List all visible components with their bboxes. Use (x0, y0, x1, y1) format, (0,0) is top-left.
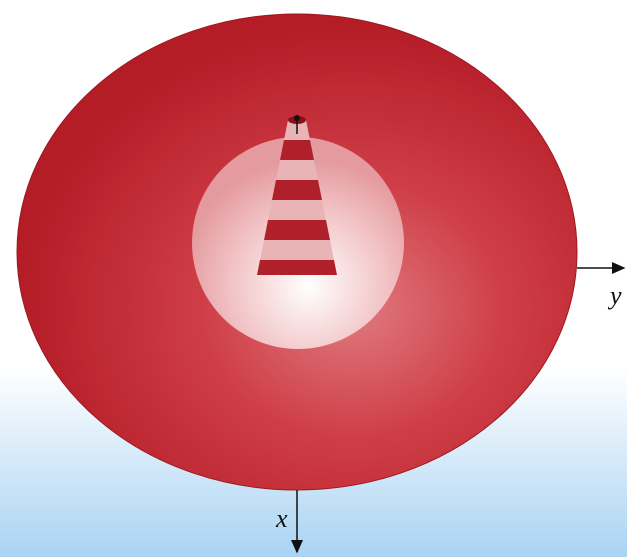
cone (257, 115, 337, 275)
y-axis-label: y (607, 281, 622, 310)
x-axis-label: x (275, 504, 288, 533)
